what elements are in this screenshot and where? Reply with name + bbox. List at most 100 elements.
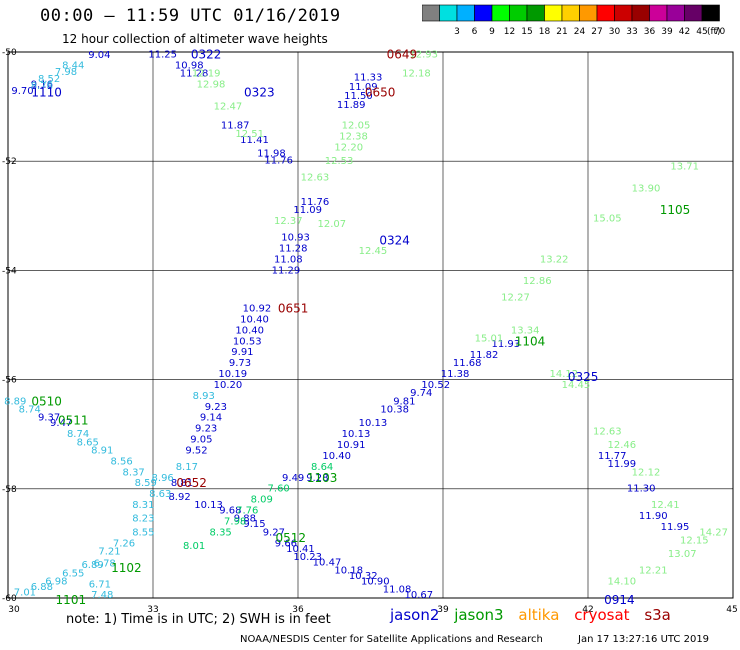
data-point-cyan-track: 8.96 [152, 473, 174, 484]
data-point-jason2: 10.23 [293, 552, 322, 563]
legend-unit: (ft) [707, 27, 721, 36]
data-point-jason2: 10.13 [359, 418, 388, 429]
data-point-jason2: 11.28 [279, 243, 308, 254]
satellite-altika: altika [518, 606, 560, 624]
legend-tick: 6 [472, 27, 478, 36]
data-point-jason3: 14.45 [562, 380, 591, 391]
chart-title: 00:00 – 11:59 UTC 01/16/2019 [40, 6, 341, 26]
track-time-label: 1102 [111, 561, 142, 575]
data-point-cyan-track: 8.74 [67, 429, 89, 440]
track-time-label: 1103 [307, 471, 338, 485]
plot-frame [7, 51, 734, 599]
x-tick-label: 33 [147, 605, 158, 615]
legend-tick: 12 [504, 27, 515, 36]
satellite-jason3: jason3 [454, 606, 504, 624]
legend-tick: 30 [609, 27, 621, 36]
data-point-jason3: 12.37 [274, 216, 303, 227]
data-point-jason2: 9.74 [410, 388, 432, 399]
chart-subtitle: 12 hour collection of altimeter wave hei… [62, 32, 328, 46]
data-point-jason3: 15.05 [593, 213, 622, 224]
track-time-label: 1101 [56, 593, 87, 607]
data-point-jason3: 13.71 [670, 162, 699, 173]
x-tick-label: 45 [726, 605, 737, 615]
track-time-label: 0324 [379, 233, 410, 247]
track-time-label: 1104 [515, 334, 546, 348]
data-point-cyan-track: 7.26 [113, 538, 135, 549]
data-point-jason2: 9.23 [205, 402, 227, 413]
color-legend: 3 6 9 12 15 18 21 24 27 30 33 36 39 42 45 70 (ft) [421, 4, 736, 40]
data-point-jason3: 14.10 [608, 577, 637, 588]
track-time-label: 0322 [191, 48, 222, 62]
data-point-jason3: 12.19 [192, 69, 221, 80]
legend-tick: 21 [556, 27, 567, 36]
data-point-jason3: 12.51 [235, 129, 264, 140]
data-point-jason2: 9.70 [11, 86, 33, 97]
credit-text: NOAA/NESDIS Center for Satellite Applica… [240, 634, 543, 645]
data-point-jason2: 10.91 [337, 440, 366, 451]
y-tick-label: -58 [2, 485, 17, 495]
data-point-jason2: 11.29 [272, 265, 301, 276]
data-point-jason2: 11.41 [240, 135, 269, 146]
data-point-cyan-track: 8.59 [135, 478, 157, 489]
data-point-jason2: 10.13 [194, 500, 223, 511]
data-point-jason2: 10.20 [214, 380, 243, 391]
data-point-jason3: 12.18 [402, 69, 431, 80]
data-point-jason2: 11.82 [470, 350, 499, 361]
data-point-jason2: 10.19 [218, 369, 247, 380]
data-point-jason2: 10.53 [233, 336, 262, 347]
data-point-jason2: 9.23 [195, 424, 217, 435]
data-point-jason3: 14.12 [550, 369, 579, 380]
data-point-jason3: 12.05 [342, 121, 371, 132]
data-point-jason2: 11.98 [257, 148, 286, 159]
data-point-jason2: 10.40 [240, 314, 269, 325]
legend-tick: 24 [574, 27, 586, 36]
track-time-label: 0651 [278, 302, 309, 316]
data-point-jason2: 11.99 [608, 459, 637, 470]
data-point-jason2: 10.93 [281, 233, 310, 244]
data-point-jason2: 9.68 [219, 506, 241, 517]
legend-tick: 3 [454, 27, 460, 36]
x-tick-label: 30 [8, 605, 20, 615]
data-point-cyan-track: 6.89 [81, 560, 103, 571]
y-tick-label: -60 [2, 594, 17, 604]
data-point-jason2: 11.28 [180, 69, 209, 80]
data-point-jason3: 8.35 [210, 527, 232, 538]
footer-note: note: 1) Time is in UTC; 2) SWH is in fe… [66, 612, 331, 627]
data-point-cyan-track: 9.47 [50, 418, 72, 429]
data-point-jason3: 7.98 [224, 516, 246, 527]
data-point-cyan-track: 7.21 [98, 546, 120, 557]
generated-date: Jan 17 13:27:16 UTC 2019 [578, 634, 710, 645]
data-point-cyan-track: 8.74 [19, 405, 41, 416]
data-point-jason2: 10.32 [349, 571, 378, 582]
satellite-legend: jason2 jason3 altika cryosat s3a [390, 606, 681, 624]
data-point-cyan-track: 6.78 [94, 559, 116, 570]
data-point-cyan-track: 8.55 [132, 527, 154, 538]
data-point-jason2: 11.30 [627, 484, 656, 495]
data-point-jason2: 11.50 [344, 91, 373, 102]
data-point-jason2: 11.76 [301, 197, 330, 208]
data-point-cyan-track: 8.23 [132, 514, 154, 525]
data-point-jason2: 9.73 [229, 358, 251, 369]
data-point-jason2: 10.40 [322, 451, 351, 462]
data-point-jason2: 11.87 [221, 121, 250, 132]
data-point-cyan-track: 6.55 [62, 568, 84, 579]
data-point-jason2: 8.92 [168, 492, 190, 503]
data-point-jason3: 15.01 [475, 334, 504, 345]
data-point-jason2: 10.92 [243, 304, 272, 315]
data-point-cyan-track: 8.65 [77, 437, 99, 448]
track-time-label: 1110 [31, 85, 62, 99]
data-point-jason3: 12.63 [301, 172, 330, 183]
data-point-jason2: 11.77 [598, 451, 627, 462]
x-tick-label: 42 [582, 605, 593, 615]
data-point-jason2: 9.81 [393, 396, 415, 407]
data-point-jason2: 9.16 [31, 80, 53, 91]
data-point-cyan-track: 8.93 [193, 391, 215, 402]
x-tick-label: 36 [292, 605, 304, 615]
data-point-jason2: 8.81 [171, 478, 193, 489]
legend-tick: 39 [661, 27, 673, 36]
track-time-label: 1105 [660, 203, 691, 217]
data-point-cyan-track: 6.88 [31, 582, 53, 593]
data-point-jason3: 12.07 [318, 219, 347, 230]
y-tick-label: -56 [2, 376, 17, 386]
legend-tick: 9 [489, 27, 495, 36]
